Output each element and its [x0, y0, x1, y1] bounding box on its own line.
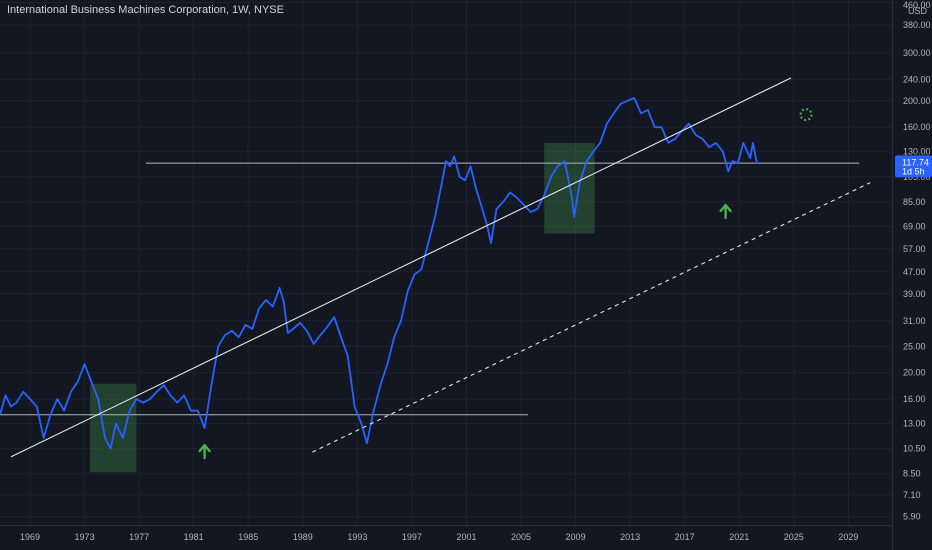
x-tick-label: 2001: [456, 532, 476, 542]
y-tick-label: 200.00: [903, 96, 931, 106]
x-tick-label: 2025: [784, 532, 804, 542]
y-tick-label: 25.00: [903, 341, 926, 351]
loading-spinner-icon: [799, 108, 813, 122]
x-tick-label: 1989: [293, 532, 313, 542]
x-tick-label: 2017: [675, 532, 695, 542]
y-tick-label: 10.50: [903, 444, 926, 454]
y-tick-label: 31.00: [903, 316, 926, 326]
grid: [0, 0, 892, 525]
y-tick-label: 47.00: [903, 267, 926, 277]
last-price-label: 117.74: [902, 157, 929, 167]
x-tick-label: 1985: [238, 532, 258, 542]
series-layer: [0, 97, 758, 450]
horizontal-lines: [0, 162, 860, 416]
x-tick-label: 2021: [729, 532, 749, 542]
up-arrow-icon: [719, 203, 732, 220]
highlight-boxes: [90, 142, 595, 473]
y-tick-label: 240.00: [903, 74, 931, 84]
x-tick-label: 2009: [566, 532, 586, 542]
x-tick-label: 1973: [75, 532, 95, 542]
y-tick-label: 160.00: [903, 122, 931, 132]
y-tick-label: 69.00: [903, 221, 926, 231]
x-tick-label: 1993: [347, 532, 367, 542]
y-tick-label: 7.10: [903, 490, 921, 500]
x-tick-label: 1977: [129, 532, 149, 542]
currency-label: USD: [908, 6, 928, 16]
y-tick-label: 16.00: [903, 394, 926, 404]
x-tick-label: 2029: [838, 532, 858, 542]
y-tick-label: 380.00: [903, 20, 931, 30]
trend-lines: [10, 77, 871, 458]
x-tick-label: 2013: [620, 532, 640, 542]
y-tick-label: 460.00: [903, 0, 931, 10]
arrow-stroke: [719, 203, 732, 220]
y-tick-label: 20.00: [903, 368, 926, 378]
countdown-label: 1d 5h: [902, 166, 925, 176]
y-tick-label: 57.00: [903, 244, 926, 254]
markers: [198, 108, 813, 460]
solid-trend-line: [10, 77, 792, 458]
price-line: [0, 97, 758, 450]
up-arrow-icon: [198, 443, 211, 460]
x-tick-label: 2005: [511, 532, 531, 542]
x-tick-label: 1997: [402, 532, 422, 542]
x-tick-label: 1981: [184, 532, 204, 542]
x-tick-label: 1969: [20, 532, 40, 542]
y-tick-label: 130.00: [903, 147, 931, 157]
y-tick-label: 85.00: [903, 197, 926, 207]
y-tick-label: 5.90: [903, 512, 921, 522]
arrow-stroke: [198, 443, 211, 460]
chart-title: International Business Machines Corporat…: [7, 4, 284, 16]
y-tick-label: 8.50: [903, 469, 921, 479]
y-tick-label: 39.00: [903, 289, 926, 299]
price-badge-bg: [895, 155, 932, 178]
y-tick-label: 13.00: [903, 418, 926, 428]
y-tick-label: 300.00: [903, 48, 931, 58]
